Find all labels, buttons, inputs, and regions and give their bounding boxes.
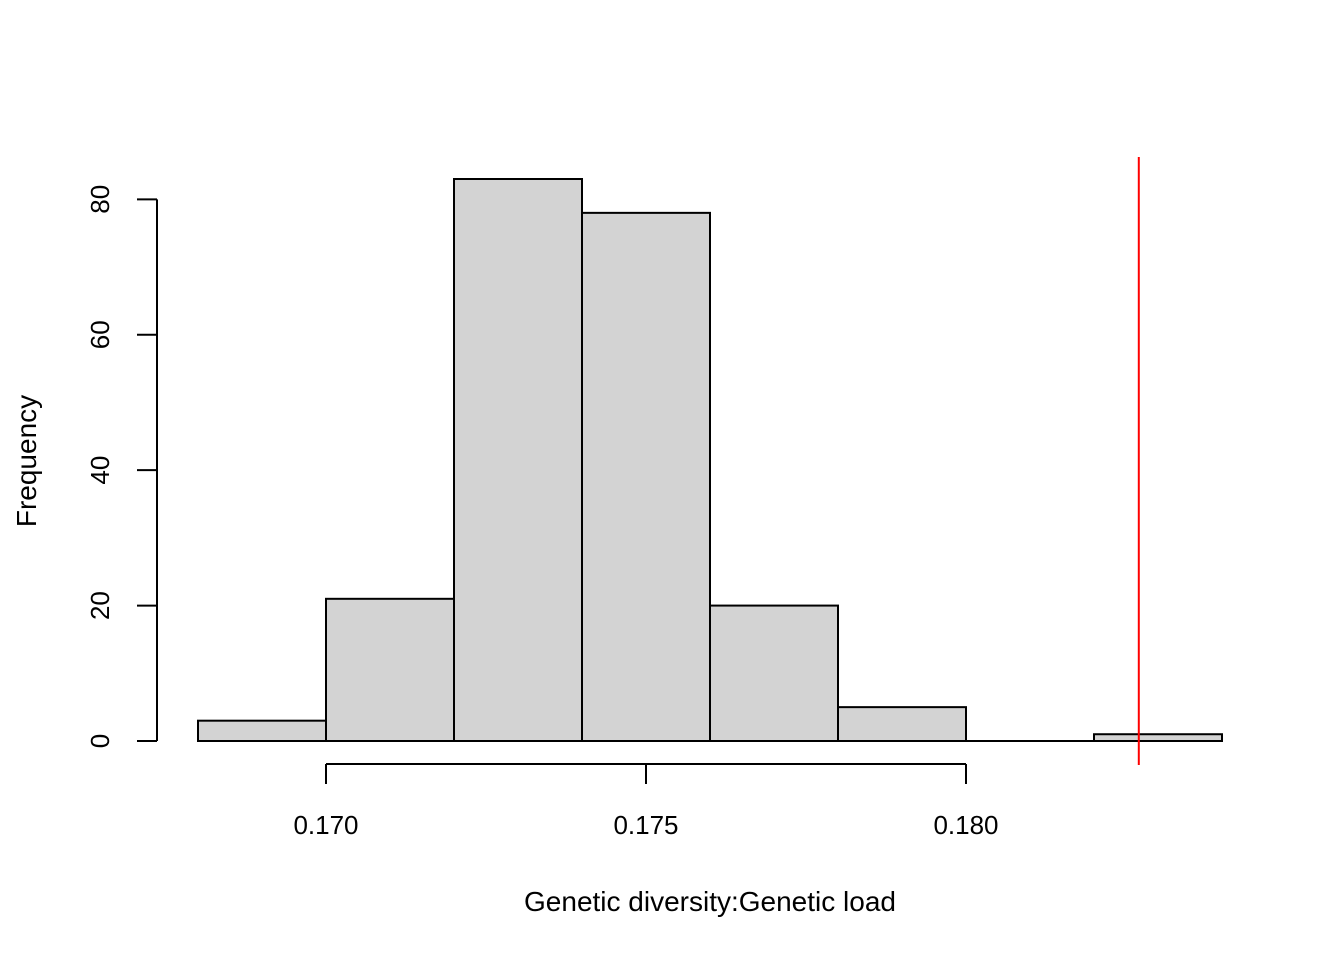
histogram-bar: [709, 604, 839, 742]
y-tick-label: 0: [85, 734, 115, 748]
y-axis-title: Frequency: [11, 395, 42, 527]
x-axis-title: Genetic diversity:Genetic load: [524, 886, 896, 917]
x-tick-label: 0.180: [933, 810, 998, 840]
histogram-bars: [197, 178, 1223, 743]
y-tick-label: 60: [85, 320, 115, 349]
y-tick-label: 40: [85, 456, 115, 485]
x-axis: 0.170 0.175 0.180: [293, 763, 999, 840]
histogram-bar: [581, 211, 711, 743]
y-tick-label: 80: [85, 185, 115, 214]
histogram-bar: [197, 719, 327, 743]
y-tick-label: 20: [85, 591, 115, 620]
histogram-bar: [325, 597, 455, 743]
x-tick-label: 0.170: [293, 810, 358, 840]
histogram-bar: [1093, 733, 1223, 743]
histogram-bar: [453, 178, 583, 742]
y-axis: 0 20 40 60 80: [85, 185, 158, 748]
histogram-bar: [837, 706, 967, 743]
x-tick-label: 0.175: [613, 810, 678, 840]
